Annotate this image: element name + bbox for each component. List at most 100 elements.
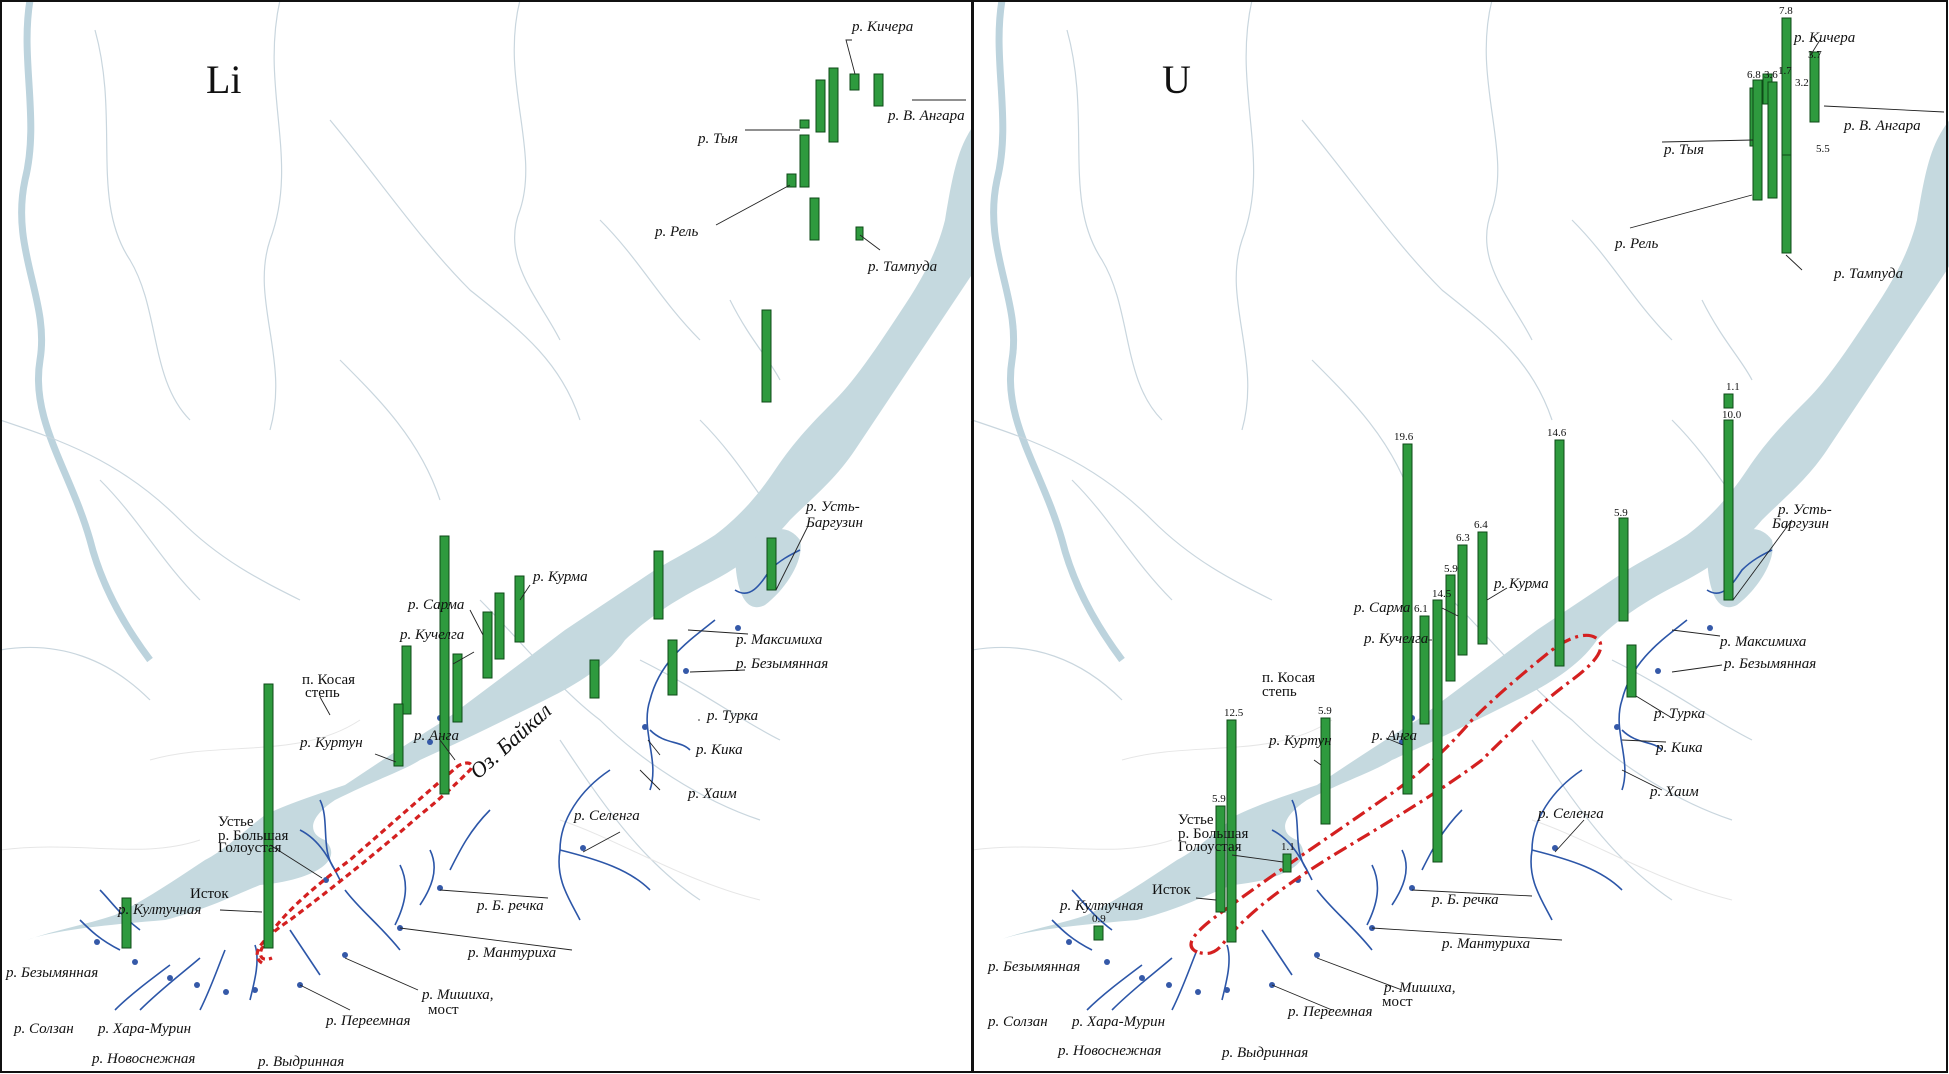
panel-li: Li Оз. Байкал (0, 0, 1180, 1074)
bar-u-kichera (1781, 17, 1792, 159)
label-tampuda: р. Тампуда (1833, 266, 1903, 282)
label-mishikha-2: мост (1382, 994, 1413, 1010)
bar-u-1-1 (1723, 393, 1734, 409)
label-maksimikha: р. Максимиха (1719, 634, 1806, 650)
value-label: 12.5 (1224, 707, 1244, 719)
label-vydrinnaya: р. Выдринная (1221, 1045, 1308, 1061)
li-leaders (219, 39, 966, 1011)
label-pereemnaya: р. Переемная (1287, 1004, 1372, 1020)
label-kurtun: р. Куртун (299, 735, 363, 751)
label-kosaya-2: степь (1262, 684, 1297, 700)
label-golo-1: Устье (218, 814, 254, 830)
bar-u-v-angara (1809, 51, 1820, 123)
label-kosaya-2: степь (305, 685, 340, 701)
label-solzan: р. Солзан (13, 1021, 74, 1037)
label-kosaya-1: п. Косая (1262, 670, 1315, 686)
bar-u-kurtun (1320, 717, 1331, 825)
u-values: 7.8 3.7 1.7 6.8 3.6 3.2 5.5 1.1 10.0 19.… (1092, 5, 1830, 925)
label-b-rechka: р. Б. речка (1431, 892, 1499, 908)
value-label: 6.3 (1456, 532, 1470, 544)
label-kurma: р. Курма (532, 569, 588, 585)
li-labels: р. Кичера р. В. Ангара р. Тыя р. Рель р.… (5, 19, 965, 1070)
value-label: 14.5 (1432, 588, 1452, 600)
value-label: 5.9 (1212, 793, 1226, 805)
label-bezymyannaya-sw: р. Безымянная (5, 965, 98, 981)
label-mishikha-2: мост (428, 1002, 459, 1018)
label-golo-2: р. Большая (218, 828, 288, 844)
bar-kultuchnaya (121, 897, 132, 949)
bar-u-tampuda (1781, 154, 1792, 254)
bar-u-14-5 (1432, 599, 1443, 863)
value-label: 5.5 (1816, 143, 1830, 155)
bar-u-12-5 (1226, 719, 1237, 943)
panel-title: U (1162, 57, 1191, 102)
bar-u-6-3 (1457, 544, 1468, 656)
label-sarma: р. Сарма (1353, 600, 1410, 616)
label-selenga: р. Селенга (573, 808, 640, 824)
label-turka: р. Турка (706, 708, 758, 724)
label-tampuda: р. Тампуда (867, 259, 937, 275)
label-kuchelga: р. Кучелга (1363, 631, 1428, 647)
bar-u-kultuchnaya (1093, 925, 1104, 941)
label-rel: р. Рель (654, 224, 698, 240)
u-bars (1093, 17, 1820, 943)
bar-sarma-b (482, 611, 493, 679)
label-sarma: р. Сарма (407, 597, 464, 613)
bar-bezymyannaya (667, 639, 678, 696)
label-golo-3: Голоустая (1178, 839, 1242, 855)
u-leaders (1195, 39, 1945, 1011)
label-kultuchnaya: р. Култучная (117, 902, 201, 918)
label-b-rechka: р. Б. речка (476, 898, 544, 914)
label-kuchelga: р. Кучелга (399, 627, 464, 643)
value-label: 1.1 (1281, 841, 1295, 853)
bar-u-tyya (1752, 79, 1763, 201)
label-solzan: р. Солзан (987, 1014, 1048, 1030)
bar-rel-b (786, 173, 797, 188)
bar-center-n (809, 197, 820, 241)
bar-kuchelga (452, 653, 463, 723)
value-label: 10.0 (1722, 409, 1742, 421)
bar-kichera-b (849, 73, 860, 91)
red-dashed-zone (1189, 633, 1603, 956)
label-manturikha: р. Мантуриха (467, 945, 556, 961)
label-v-angara: р. В. Ангара (1843, 118, 1921, 134)
value-label: 19.6 (1394, 431, 1414, 443)
label-ust-barguzin-1: р. Усть- (1777, 502, 1832, 518)
bar-u-5-9c (1215, 805, 1226, 913)
label-golo-2: р. Большая (1178, 826, 1248, 842)
label-bezymyannaya-sw: р. Безымянная (987, 959, 1080, 975)
label-ust-barguzin-1: р. Усть- (805, 499, 860, 515)
value-label: 5.9 (1444, 563, 1458, 575)
label-mishikha-1: р. Мишиха, (1383, 980, 1456, 996)
bar-tyya-b (799, 119, 810, 129)
bar-kichera-a (828, 67, 839, 143)
label-v-angara: р. В. Ангара (887, 108, 965, 124)
label-bezymyannaya: р. Безымянная (735, 656, 828, 672)
bar-kosaya-a (401, 645, 412, 715)
bar-anga (439, 535, 450, 795)
panel-title: Li (206, 57, 242, 102)
value-label: 14.6 (1547, 427, 1567, 439)
value-label: 6.4 (1474, 519, 1488, 531)
label-kultuchnaya: р. Култучная (1059, 898, 1143, 914)
label-mishikha-1: р. Мишиха, (421, 987, 494, 1003)
label-kurma: р. Курма (1493, 576, 1549, 592)
label-istok: Исток (190, 886, 229, 902)
label-ust-barguzin-2: Баргузин (1771, 516, 1829, 532)
label-vydrinnaya: р. Выдринная (257, 1054, 344, 1070)
value-label: 3.6 (1764, 69, 1778, 81)
label-kurtun: р. Куртун (1268, 733, 1332, 749)
bar-golo (263, 683, 274, 949)
bar-mid (761, 309, 772, 403)
bar-rel (799, 134, 810, 188)
label-novosnezhnaya: р. Новоснежная (91, 1051, 195, 1067)
value-label: 1.7 (1778, 65, 1792, 77)
li-bars (121, 67, 884, 949)
bar-u-6-1 (1419, 615, 1430, 725)
panel-frame (972, 0, 1948, 1073)
label-kichera: р. Кичера (851, 19, 913, 35)
bar-u-turka (1626, 644, 1637, 698)
label-ust-barguzin-2: Баргузин (805, 515, 863, 531)
bar-sarma-a (494, 592, 505, 660)
